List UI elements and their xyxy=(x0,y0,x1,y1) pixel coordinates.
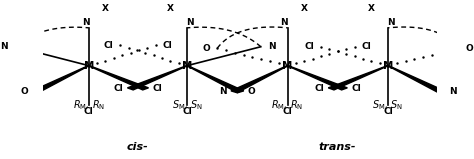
Text: Cl: Cl xyxy=(383,107,393,116)
Text: O: O xyxy=(465,44,473,53)
Polygon shape xyxy=(187,66,244,93)
Text: Cl: Cl xyxy=(304,42,314,51)
Text: N: N xyxy=(268,42,275,51)
Text: Cl: Cl xyxy=(283,107,292,116)
Text: N: N xyxy=(0,42,8,51)
Text: N: N xyxy=(448,87,456,96)
Text: Cl: Cl xyxy=(113,84,123,93)
Polygon shape xyxy=(328,66,388,90)
Polygon shape xyxy=(128,66,188,90)
Text: Cl: Cl xyxy=(314,84,324,93)
Text: X: X xyxy=(102,4,109,13)
Text: O: O xyxy=(202,44,210,53)
Text: $R_\mathrm{M}$, $R_\mathrm{N}$: $R_\mathrm{M}$, $R_\mathrm{N}$ xyxy=(73,98,105,112)
Text: Cl: Cl xyxy=(103,41,113,50)
Polygon shape xyxy=(388,66,445,93)
Text: Cl: Cl xyxy=(352,84,361,93)
Text: trans-: trans- xyxy=(318,142,356,152)
Text: Cl: Cl xyxy=(182,107,192,116)
Text: $S_\mathrm{M}$, $S_\mathrm{N}$: $S_\mathrm{M}$, $S_\mathrm{N}$ xyxy=(172,98,203,112)
Text: Cl: Cl xyxy=(362,42,371,51)
Text: N: N xyxy=(387,18,395,27)
Polygon shape xyxy=(89,66,148,90)
Text: N: N xyxy=(219,87,227,96)
Polygon shape xyxy=(32,66,89,93)
Text: N: N xyxy=(82,18,90,27)
Text: M: M xyxy=(383,61,393,71)
Text: O: O xyxy=(248,87,255,96)
Text: Cl: Cl xyxy=(163,41,173,50)
Text: M: M xyxy=(283,61,293,71)
Text: M: M xyxy=(182,61,192,71)
Polygon shape xyxy=(287,66,347,90)
Text: $R_\mathrm{M}$, $R_\mathrm{N}$: $R_\mathrm{M}$, $R_\mathrm{N}$ xyxy=(272,98,304,112)
Text: X: X xyxy=(167,4,174,13)
Polygon shape xyxy=(231,66,288,93)
Text: N: N xyxy=(281,18,288,27)
Text: X: X xyxy=(368,4,375,13)
Text: $S_\mathrm{M}$, $S_\mathrm{N}$: $S_\mathrm{M}$, $S_\mathrm{N}$ xyxy=(373,98,403,112)
Text: cis-: cis- xyxy=(127,142,149,152)
Text: X: X xyxy=(301,4,308,13)
Text: Cl: Cl xyxy=(84,107,94,116)
Text: Cl: Cl xyxy=(153,84,163,93)
Text: N: N xyxy=(186,18,194,27)
Text: M: M xyxy=(83,61,94,71)
Text: O: O xyxy=(20,87,28,96)
